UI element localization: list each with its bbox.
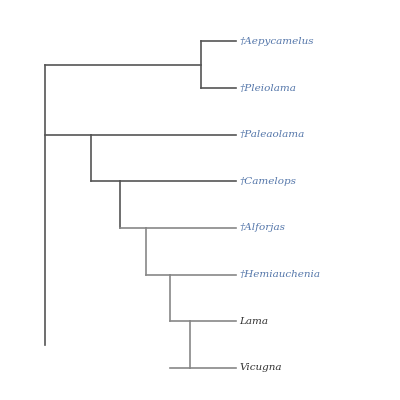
Text: †Pleiolama: †Pleiolama [239,84,296,92]
Text: †Alforjas: †Alforjas [239,224,285,232]
Text: Vicugna: Vicugna [239,363,282,372]
Text: †Hemiauchenia: †Hemiauchenia [239,270,320,279]
Text: †Aepycamelus: †Aepycamelus [239,37,314,46]
Text: †Camelops: †Camelops [239,177,296,186]
Text: Lama: Lama [239,317,268,326]
Text: †Paleaolama: †Paleaolama [239,130,304,139]
